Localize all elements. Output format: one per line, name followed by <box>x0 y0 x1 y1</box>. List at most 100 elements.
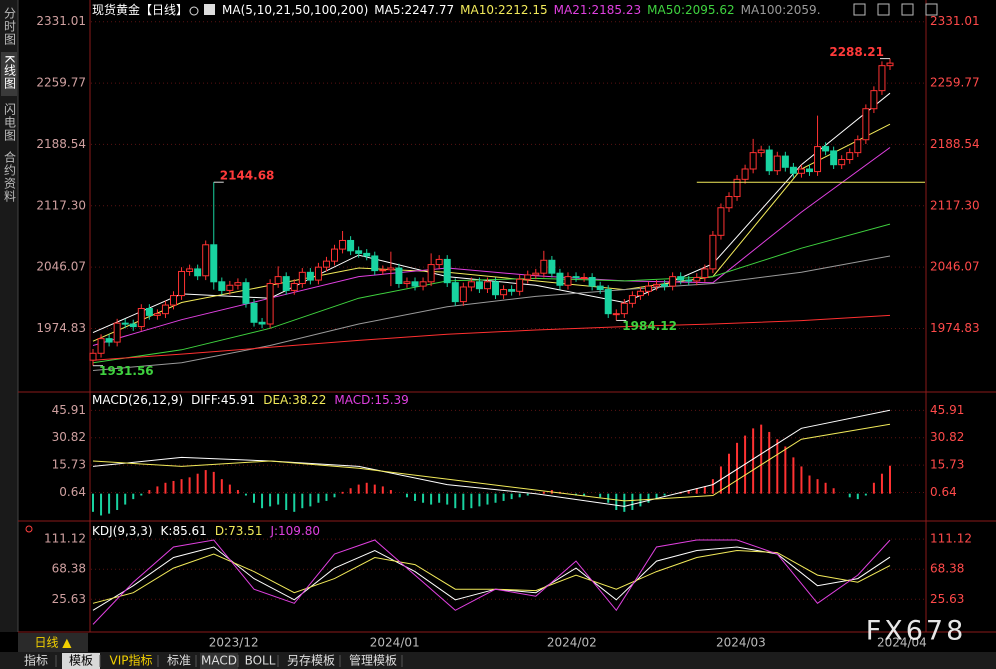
candle-body <box>451 282 459 303</box>
candle-body <box>846 152 854 161</box>
y-tick-label: 2046.07 <box>36 260 86 274</box>
panel-legend: KDJ(9,3,3) K:85.61 D:73.51 J:109.80 <box>92 524 320 538</box>
candle-body <box>145 308 153 316</box>
candle-body <box>805 168 813 173</box>
window-icons <box>853 3 938 16</box>
legend-text: DEA:38.22 <box>263 393 326 407</box>
legend-text: MA(5,10,21,50,100,200) <box>222 3 368 17</box>
left-tab[interactable]: 合约资料 <box>3 150 17 203</box>
candle-body <box>580 277 588 279</box>
candle-body <box>500 289 508 296</box>
candle-body <box>749 152 757 170</box>
candle-body <box>814 146 822 173</box>
candle-body <box>628 295 636 304</box>
y-tick-label: 2331.01 <box>36 14 86 28</box>
y-tick-label: 25.63 <box>930 592 964 606</box>
candle-body <box>226 284 234 291</box>
icon[interactable] <box>877 3 890 16</box>
candle-body <box>564 276 572 286</box>
candle-body <box>620 302 628 315</box>
bottom-tab[interactable]: BOLL <box>245 654 276 668</box>
legend-text: 现货黄金【日线】 <box>92 2 188 17</box>
candle-body <box>838 159 846 166</box>
candle-body <box>395 267 403 285</box>
period-label[interactable]: 日线 ▲ <box>34 636 72 650</box>
y-tick-label: 2117.30 <box>930 198 980 212</box>
candle-body <box>435 258 443 266</box>
candle-body <box>403 281 411 285</box>
candle-body <box>636 290 644 297</box>
candle-body <box>250 302 258 323</box>
candle-body <box>218 281 226 291</box>
y-tick-label: 111.12 <box>44 532 86 546</box>
candle-body <box>612 313 620 316</box>
candle-body <box>97 338 105 354</box>
icon[interactable] <box>925 3 938 16</box>
bottom-tab[interactable]: 另存模板 <box>287 654 335 668</box>
legend-text: MA5:2247.77 <box>374 3 454 17</box>
bottom-tab[interactable]: MACD <box>201 654 237 668</box>
y-tick-label: 0.64 <box>930 485 957 499</box>
candle-body <box>878 65 886 92</box>
bottom-tab[interactable]: 模板 <box>69 654 93 668</box>
tab-selected <box>200 653 238 669</box>
candle-body <box>548 259 556 274</box>
candle-body <box>733 178 741 198</box>
legend-text: MACD(26,12,9) <box>92 393 183 407</box>
candle-body <box>339 239 347 250</box>
left-tab[interactable]: 分时图 <box>3 7 17 46</box>
candle-body <box>282 276 290 291</box>
candle-body <box>105 338 113 343</box>
ma-icon[interactable] <box>204 4 215 15</box>
indicator-line <box>92 409 891 507</box>
y-tick-label: 111.12 <box>930 532 972 546</box>
bottom-tab[interactable]: 标准 <box>167 654 191 668</box>
candle-body <box>129 323 137 328</box>
candle-body <box>886 62 894 67</box>
y-tick-label: 2188.54 <box>36 137 86 151</box>
candle-body <box>588 277 596 287</box>
y-tick-label: 30.82 <box>52 430 86 444</box>
candle-body <box>701 268 709 278</box>
icon[interactable] <box>853 3 866 16</box>
indicator-line <box>92 539 891 625</box>
candle-body <box>572 276 580 279</box>
candle-body <box>516 278 524 292</box>
bottom-tab[interactable]: 管理模板 <box>349 653 397 668</box>
candle-body <box>210 244 218 283</box>
y-tick-label: 15.73 <box>52 458 86 472</box>
y-tick-label: 0.64 <box>59 485 86 499</box>
annotation: 2144.68 <box>220 169 275 183</box>
candle-body <box>371 255 379 272</box>
x-tick-label: 2024/04 <box>877 636 927 650</box>
candle-body <box>379 269 387 272</box>
title-icon[interactable] <box>189 6 199 16</box>
indicator-line <box>92 423 891 502</box>
y-tick-label: 1974.83 <box>36 321 86 335</box>
candle-body <box>113 322 121 343</box>
y-tick-label: 1974.83 <box>930 321 980 335</box>
candle-body <box>596 285 604 291</box>
candle-body <box>709 234 717 270</box>
candle-body <box>443 258 451 284</box>
bottom-tab[interactable]: VIP指标 <box>110 653 153 668</box>
candle-body <box>363 252 371 257</box>
candle-body <box>306 271 314 281</box>
y-tick-label: 68.38 <box>930 562 964 576</box>
y-tick-label: 68.38 <box>52 562 86 576</box>
bottom-tab[interactable]: 指标 <box>24 653 48 668</box>
left-tab[interactable]: 闪电图 <box>3 103 17 142</box>
candle-body <box>234 282 242 286</box>
candle-body <box>725 196 733 209</box>
candle-body <box>387 267 395 271</box>
y-tick-label: 45.91 <box>52 403 86 417</box>
icon[interactable] <box>901 3 914 16</box>
period-box[interactable] <box>18 633 88 652</box>
annotation: 2288.21 <box>829 45 884 59</box>
left-tab[interactable]: K线图 <box>3 55 17 90</box>
annotation: 1984.12 <box>622 319 677 333</box>
y-tick-label: 25.63 <box>52 592 86 606</box>
candle-body <box>411 281 419 287</box>
